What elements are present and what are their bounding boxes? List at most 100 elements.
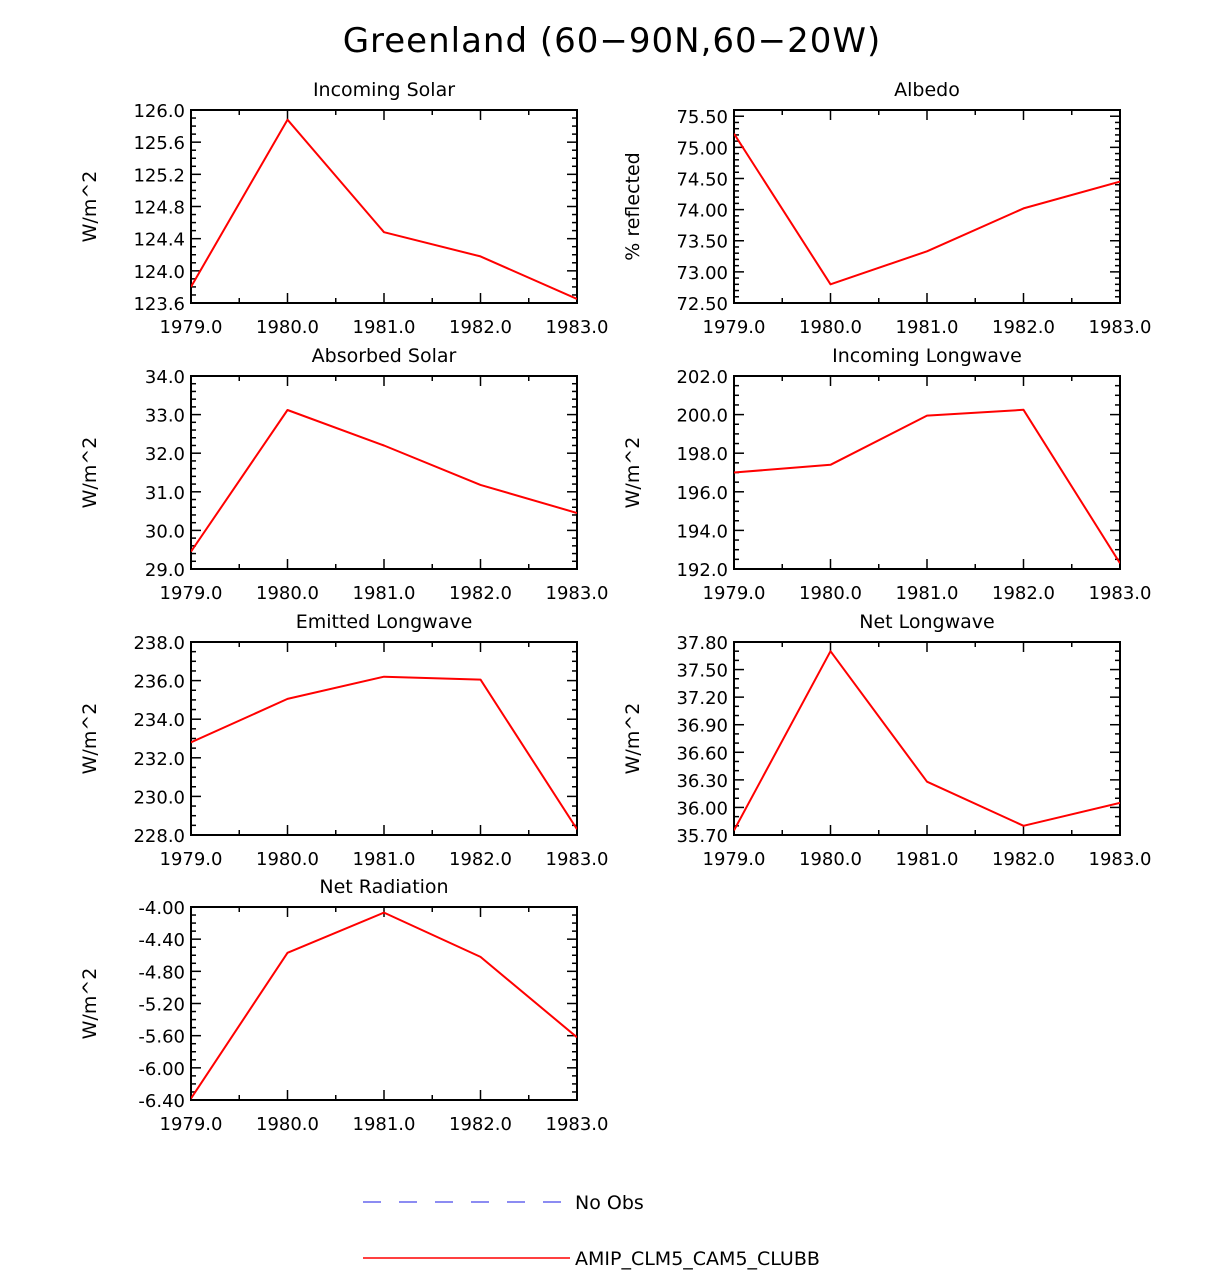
x-tick-label: 1980.0 — [256, 1114, 319, 1135]
y-tick-label: -4.00 — [138, 898, 185, 919]
y-tick-label: 33.0 — [145, 406, 185, 427]
panel-title: Net Longwave — [859, 611, 995, 633]
x-tick-label: 1980.0 — [799, 583, 862, 604]
y-tick-label: 73.00 — [676, 263, 728, 284]
y-tick-label: 236.0 — [133, 672, 185, 693]
y-tick-label: 124.4 — [133, 230, 185, 251]
y-tick-label: 37.50 — [676, 661, 728, 682]
y-tick-label: 238.0 — [133, 633, 185, 654]
y-tick-label: 36.60 — [676, 743, 728, 764]
y-tick-label: 230.0 — [133, 787, 185, 808]
x-tick-label: 1980.0 — [256, 849, 319, 870]
x-tick-label: 1979.0 — [703, 849, 766, 870]
y-tick-label: 192.0 — [676, 560, 728, 581]
y-axis-label: W/m^2 — [79, 171, 101, 243]
y-tick-label: 124.0 — [133, 262, 185, 283]
x-tick-label: 1982.0 — [992, 583, 1055, 604]
x-tick-label: 1983.0 — [1089, 849, 1152, 870]
panel-net-longwave: 1979.0 1980.0 1981.0 1982.0 1983.0 35.70 36.00… — [622, 611, 1151, 870]
y-axis-label: W/m^2 — [79, 968, 101, 1040]
y-tick-label: 234.0 — [133, 710, 185, 731]
y-tick-label: 32.0 — [145, 444, 185, 465]
panel-incoming-longwave: 1979.0 1980.0 1981.0 1982.0 1983.0 192.0 194.0… — [622, 345, 1151, 604]
y-tick-label: 73.50 — [676, 232, 728, 253]
x-tick-label: 1980.0 — [799, 849, 862, 870]
y-tick-label: 36.90 — [676, 716, 728, 737]
y-tick-label: 200.0 — [676, 406, 728, 427]
x-tick-label: 1980.0 — [799, 317, 862, 338]
x-tick-label: 1979.0 — [160, 849, 223, 870]
legend: No Obs AMIP_CLM5_CAM5_CLUBB — [363, 1192, 820, 1270]
legend-model-label: AMIP_CLM5_CAM5_CLUBB — [575, 1248, 820, 1270]
y-tick-label: 36.00 — [676, 798, 728, 819]
y-axis-label: % reflected — [622, 152, 644, 260]
x-tick-label: 1982.0 — [449, 849, 512, 870]
series-line — [734, 133, 1120, 286]
y-tick-label: 31.0 — [145, 483, 185, 504]
figure-title: Greenland (60−90N,60−20W) — [343, 21, 882, 61]
panel-incoming-solar: 1979.0 1980.0 1981.0 1982.0 1983.0 123.6 124.0… — [79, 79, 608, 338]
y-tick-label: 74.50 — [676, 169, 728, 190]
x-tick-label: 1982.0 — [449, 583, 512, 604]
panel-title: Incoming Longwave — [832, 345, 1022, 367]
panel-net-radiation: 1979.0 1980.0 1981.0 1982.0 1983.0 -6.40 -6.00… — [79, 876, 608, 1135]
y-tick-label: 37.80 — [676, 633, 728, 654]
x-tick-label: 1979.0 — [160, 583, 223, 604]
x-tick-label: 1983.0 — [1089, 317, 1152, 338]
y-tick-label: 35.70 — [676, 826, 728, 847]
x-tick-label: 1982.0 — [449, 317, 512, 338]
x-tick-label: 1982.0 — [992, 849, 1055, 870]
y-tick-label: 36.30 — [676, 771, 728, 792]
series-line — [191, 675, 577, 830]
y-tick-label: 123.6 — [133, 294, 185, 315]
y-axis-label: W/m^2 — [79, 437, 101, 509]
x-tick-label: 1982.0 — [992, 317, 1055, 338]
y-tick-label: 30.0 — [145, 521, 185, 542]
x-tick-label: 1983.0 — [546, 849, 609, 870]
x-tick-label: 1981.0 — [896, 317, 959, 338]
y-tick-label: 228.0 — [133, 826, 185, 847]
series-line — [734, 408, 1120, 564]
x-tick-label: 1980.0 — [256, 583, 319, 604]
plot-frame — [733, 641, 1121, 836]
y-tick-label: 37.20 — [676, 688, 728, 709]
y-tick-label: 194.0 — [676, 521, 728, 542]
y-tick-label: 34.0 — [145, 367, 185, 388]
x-tick-label: 1979.0 — [160, 317, 223, 338]
x-tick-label: 1979.0 — [160, 1114, 223, 1135]
panel-title: Emitted Longwave — [296, 611, 473, 633]
x-tick-label: 1981.0 — [353, 1114, 416, 1135]
y-axis-label: W/m^2 — [79, 703, 101, 775]
y-tick-label: -4.80 — [138, 962, 185, 983]
series-line — [191, 118, 577, 300]
panel-title: Net Radiation — [319, 876, 448, 898]
x-tick-label: 1983.0 — [546, 583, 609, 604]
plot-frame — [190, 906, 578, 1101]
y-tick-label: -5.60 — [138, 1027, 185, 1048]
series-line — [734, 650, 1120, 831]
y-tick-label: 72.50 — [676, 294, 728, 315]
y-tick-label: -4.40 — [138, 930, 185, 951]
y-tick-label: 29.0 — [145, 560, 185, 581]
x-tick-label: 1981.0 — [353, 317, 416, 338]
x-tick-label: 1979.0 — [703, 583, 766, 604]
x-tick-label: 1981.0 — [353, 849, 416, 870]
y-tick-label: -5.20 — [138, 995, 185, 1016]
y-tick-label: 75.50 — [676, 107, 728, 128]
y-tick-label: 75.00 — [676, 138, 728, 159]
x-tick-label: 1983.0 — [546, 1114, 609, 1135]
panel-title: Incoming Solar — [313, 79, 455, 101]
panel-absorbed-solar: 1979.0 1980.0 1981.0 1982.0 1983.0 29.0 30.0 31… — [79, 345, 608, 604]
plot-frame — [733, 109, 1121, 304]
y-tick-label: 232.0 — [133, 749, 185, 770]
x-tick-label: 1983.0 — [1089, 583, 1152, 604]
y-tick-label: 74.00 — [676, 201, 728, 222]
y-tick-label: -6.40 — [138, 1091, 185, 1112]
y-axis-label: W/m^2 — [622, 703, 644, 775]
x-tick-label: 1980.0 — [256, 317, 319, 338]
x-tick-label: 1981.0 — [896, 583, 959, 604]
y-tick-label: 124.8 — [133, 198, 185, 219]
series-line — [191, 409, 577, 553]
y-tick-label: 125.2 — [133, 165, 185, 186]
